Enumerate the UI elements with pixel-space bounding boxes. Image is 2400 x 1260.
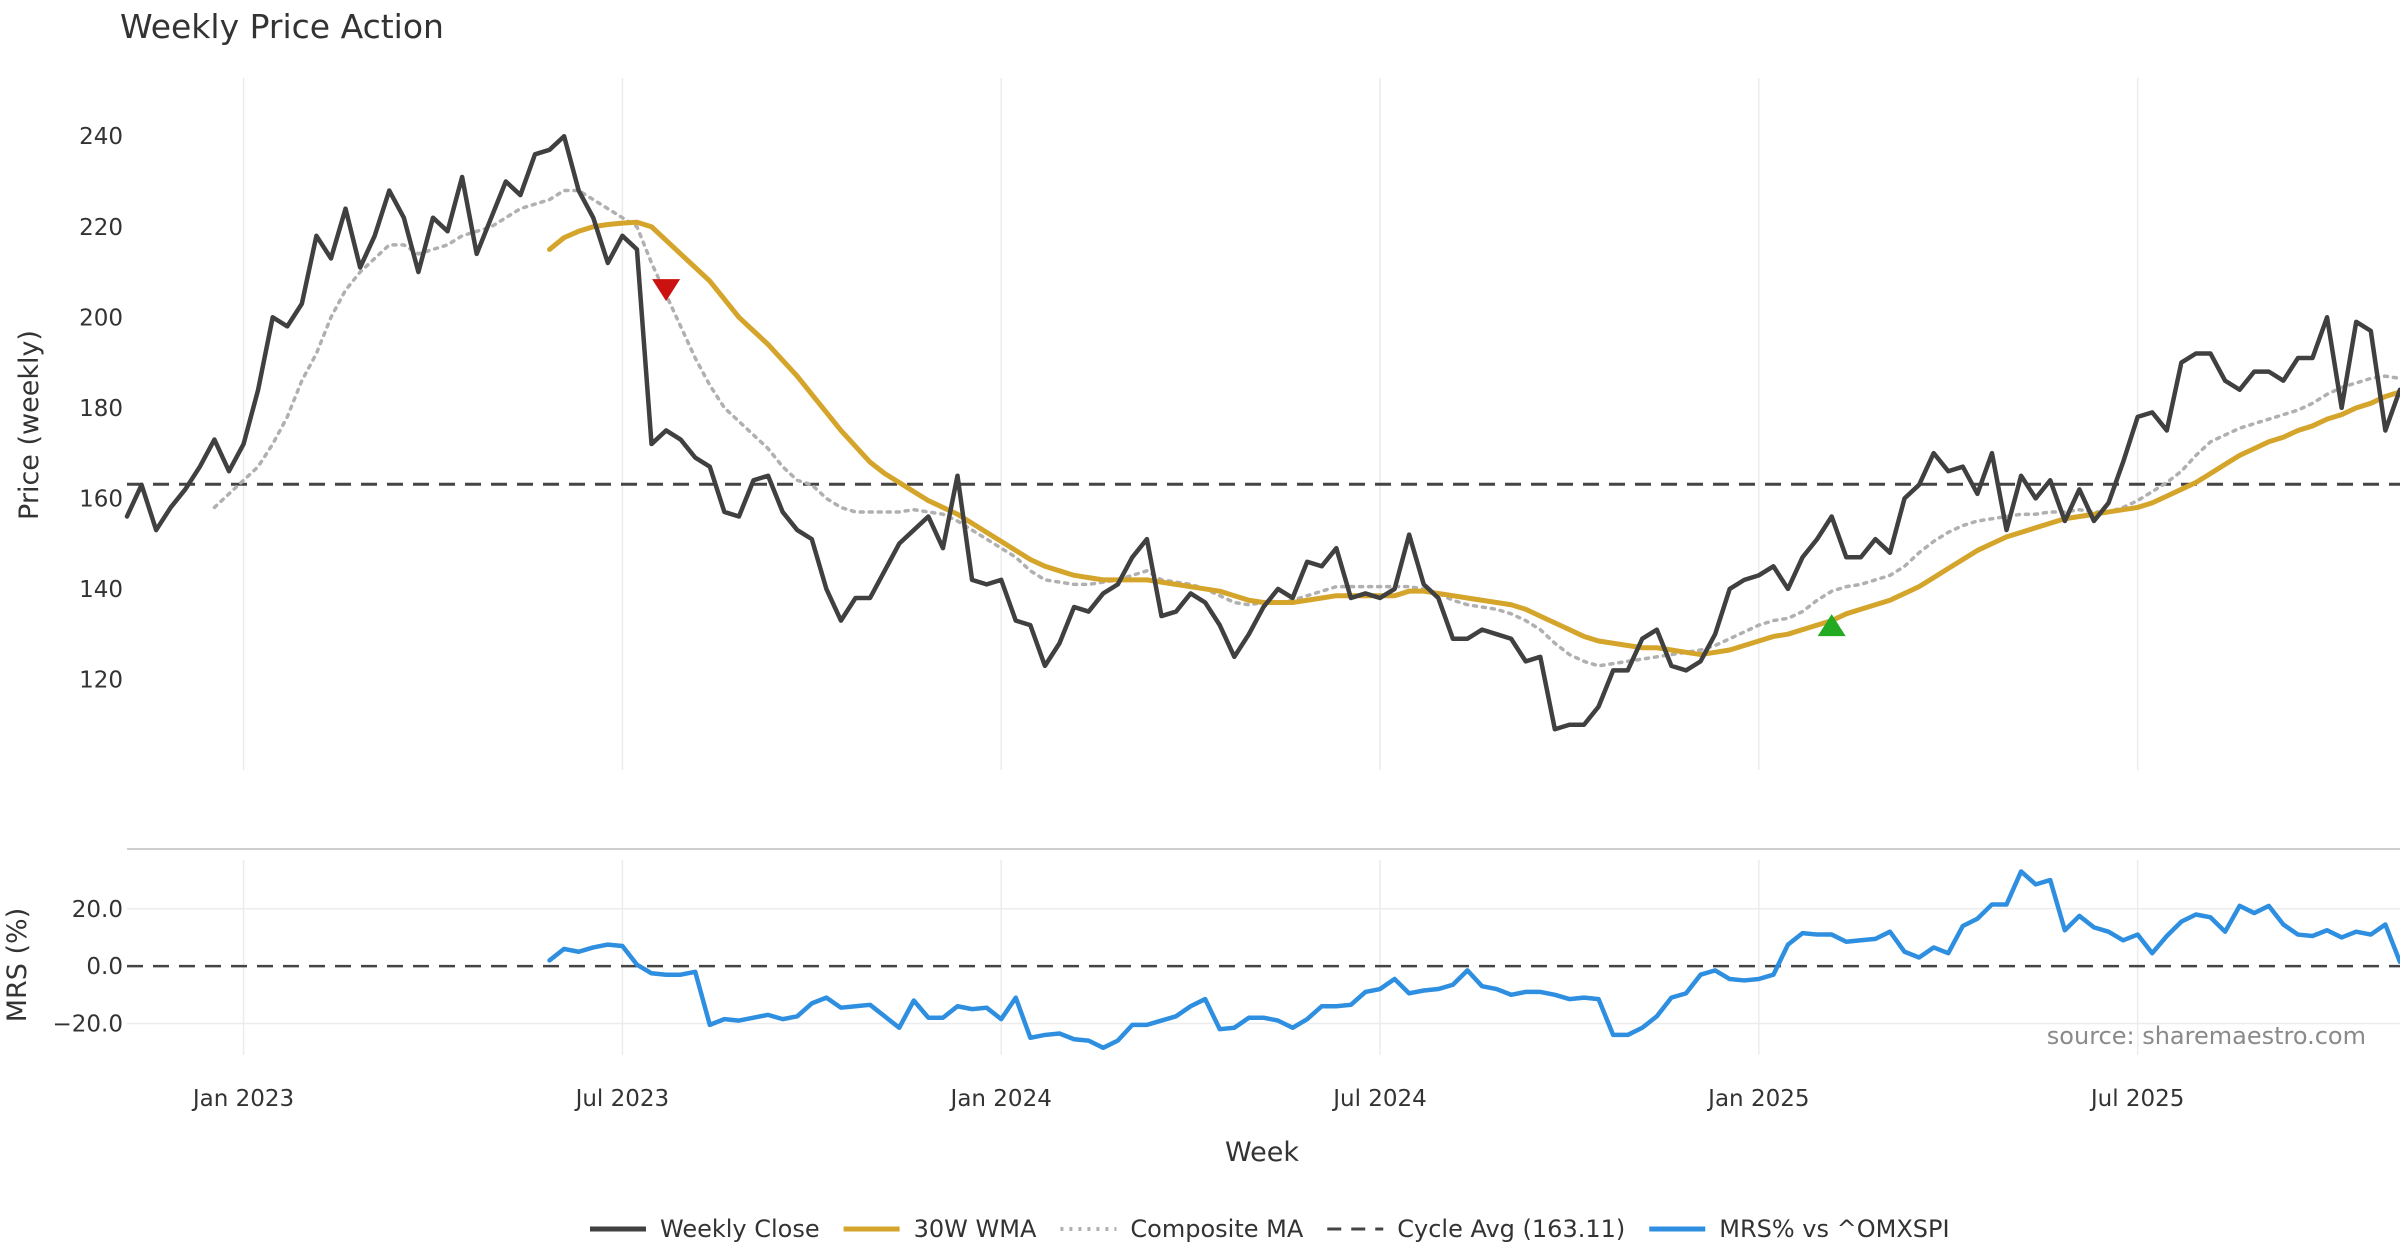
grid-lines: [127, 78, 2400, 1055]
xtick-0: Jan 2023: [191, 1086, 294, 1112]
price-ytick-120: 120: [79, 667, 123, 693]
price-ytick-200: 200: [79, 305, 123, 331]
price-ytick-140: 140: [79, 577, 123, 603]
legend-label-0: Weekly Close: [660, 1215, 820, 1243]
legend: Weekly Close 30W WMA Composite MA Cycle Avg…: [590, 1215, 1950, 1243]
weekly-close-line: [124, 133, 2400, 732]
mrs-ytick-1: 0.0: [86, 954, 123, 980]
reference-lines: [127, 482, 2400, 968]
legend-label-4: MRS% vs ^OMXSPI: [1719, 1215, 1949, 1243]
xtick-3: Jul 2024: [1331, 1086, 1427, 1112]
price-axis-title: Price (weekly): [14, 330, 45, 520]
30w-wma-line: [547, 219, 2400, 658]
signal-markers: [652, 279, 1846, 637]
mrs-ytick-0: 20.0: [72, 897, 123, 923]
buy-signal-marker: [1817, 614, 1846, 637]
price-ytick-220: 220: [79, 215, 123, 241]
legend-label-1: 30W WMA: [914, 1215, 1037, 1243]
x-axis-title: Week: [1225, 1137, 1299, 1168]
legend-label-2: Composite MA: [1130, 1215, 1303, 1243]
mrs-line: [547, 869, 2400, 1051]
source-note: source: sharemaestro.com: [2047, 1022, 2366, 1050]
xtick-5: Jul 2025: [2089, 1086, 2185, 1112]
price-ytick-240: 240: [79, 124, 123, 150]
chart-title: Weekly Price Action: [120, 7, 444, 46]
price-ytick-160: 160: [79, 486, 123, 512]
legend-label-3: Cycle Avg (163.11): [1397, 1215, 1625, 1243]
xtick-2: Jan 2024: [949, 1086, 1052, 1112]
mrs-ytick-2: −20.0: [53, 1011, 123, 1037]
price-ytick-180: 180: [79, 396, 123, 422]
sell-signal-marker: [652, 279, 681, 302]
tick-labels: 120 140 160 180 200 220 240 20.0 0.0 −20.0 Jan 202…: [53, 124, 2185, 1112]
xtick-4: Jan 2025: [1706, 1086, 1809, 1112]
series-lines: [124, 133, 2400, 1051]
xtick-1: Jul 2023: [574, 1086, 670, 1112]
composite-ma-line: [212, 188, 2400, 668]
mrs-axis-title: MRS (%): [2, 908, 33, 1023]
